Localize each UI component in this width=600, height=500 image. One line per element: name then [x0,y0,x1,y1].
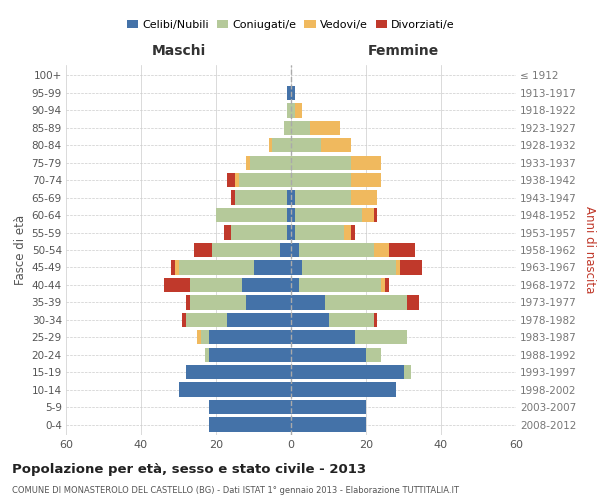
Bar [287,190,291,205]
Y-axis label: Anni di nascita: Anni di nascita [583,206,596,294]
Bar [291,226,295,239]
Bar [209,418,291,432]
Bar [366,348,381,362]
Bar [209,400,291,414]
Bar [343,226,351,239]
Bar [216,208,287,222]
Bar [291,190,295,205]
Bar [246,295,291,310]
Bar [205,348,209,362]
Bar [299,243,373,257]
Bar [310,120,340,135]
Bar [302,260,396,274]
Bar [227,173,235,188]
Text: Popolazione per età, sesso e stato civile - 2013: Popolazione per età, sesso e stato civil… [12,462,366,475]
Bar [291,348,366,362]
Bar [182,312,186,327]
Bar [355,330,407,344]
Bar [239,173,291,188]
Bar [250,156,291,170]
Bar [242,278,291,292]
Bar [291,156,351,170]
Bar [287,86,291,100]
Text: Femmine: Femmine [368,44,439,58]
Bar [291,86,295,100]
Bar [295,208,362,222]
Bar [190,295,246,310]
Bar [291,243,299,257]
Bar [227,312,291,327]
Bar [209,330,291,344]
Bar [373,312,377,327]
Bar [209,348,291,362]
Bar [373,208,377,222]
Bar [291,418,366,432]
Bar [175,260,179,274]
Bar [291,278,299,292]
Bar [291,138,321,152]
Bar [291,295,325,310]
Bar [287,208,291,222]
Bar [295,103,302,118]
Bar [291,103,295,118]
Bar [190,278,242,292]
Legend: Celibi/Nubili, Coniugati/e, Vedovi/e, Divorziati/e: Celibi/Nubili, Coniugati/e, Vedovi/e, Di… [123,15,459,34]
Bar [201,330,209,344]
Bar [291,365,404,380]
Bar [284,120,291,135]
Bar [246,156,250,170]
Text: COMUNE DI MONASTEROLO DEL CASTELLO (BG) - Dati ISTAT 1° gennaio 2013 - Elaborazi: COMUNE DI MONASTEROLO DEL CASTELLO (BG) … [12,486,459,495]
Bar [287,103,291,118]
Bar [396,260,400,274]
Bar [272,138,291,152]
Bar [193,243,212,257]
Bar [381,278,385,292]
Bar [291,400,366,414]
Bar [287,226,291,239]
Bar [212,243,280,257]
Bar [291,173,351,188]
Bar [291,330,355,344]
Bar [407,295,419,310]
Bar [186,365,291,380]
Bar [291,382,396,397]
Bar [291,120,310,135]
Bar [385,278,389,292]
Bar [163,278,190,292]
Bar [186,295,190,310]
Bar [299,278,381,292]
Bar [186,312,227,327]
Bar [351,190,377,205]
Bar [254,260,291,274]
Bar [351,156,381,170]
Bar [179,382,291,397]
Bar [171,260,175,274]
Bar [197,330,201,344]
Bar [351,226,355,239]
Bar [179,260,254,274]
Bar [291,260,302,274]
Bar [291,312,329,327]
Bar [291,208,295,222]
Bar [329,312,373,327]
Bar [362,208,373,222]
Text: Maschi: Maschi [151,44,206,58]
Bar [280,243,291,257]
Bar [269,138,272,152]
Bar [404,365,411,380]
Bar [231,226,287,239]
Bar [295,190,351,205]
Bar [235,173,239,188]
Bar [321,138,351,152]
Bar [351,173,381,188]
Bar [223,226,231,239]
Bar [295,226,343,239]
Bar [400,260,422,274]
Bar [389,243,415,257]
Bar [231,190,235,205]
Bar [235,190,287,205]
Bar [373,243,389,257]
Y-axis label: Fasce di età: Fasce di età [14,215,28,285]
Bar [325,295,407,310]
